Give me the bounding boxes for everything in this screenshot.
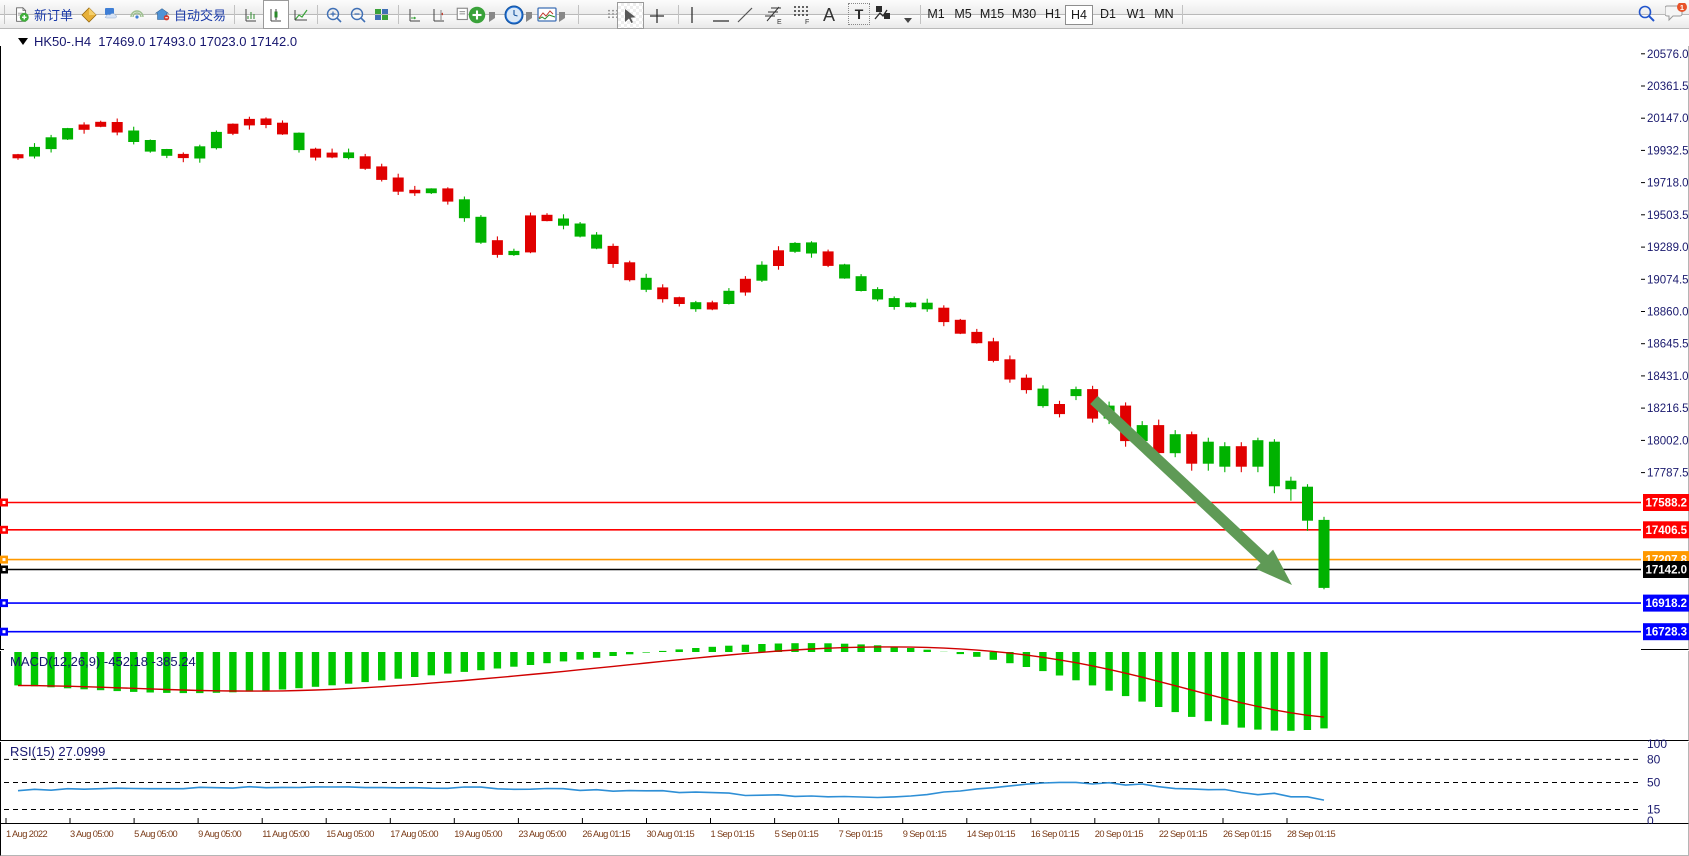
svg-text:9 Sep 01:15: 9 Sep 01:15 — [903, 829, 947, 839]
svg-text:16 Sep 01:15: 16 Sep 01:15 — [1031, 829, 1080, 839]
svg-text:20 Sep 01:15: 20 Sep 01:15 — [1095, 829, 1144, 839]
svg-text:15 Aug 05:00: 15 Aug 05:00 — [326, 829, 374, 839]
svg-text:22 Sep 01:15: 22 Sep 01:15 — [1159, 829, 1208, 839]
svg-text:19 Aug 05:00: 19 Aug 05:00 — [454, 829, 502, 839]
svg-text:1 Sep 01:15: 1 Sep 01:15 — [711, 829, 755, 839]
svg-text:26 Aug 01:15: 26 Aug 01:15 — [582, 829, 630, 839]
svg-text:14 Sep 01:15: 14 Sep 01:15 — [967, 829, 1016, 839]
svg-text:7 Sep 01:15: 7 Sep 01:15 — [839, 829, 883, 839]
svg-text:28 Sep 01:15: 28 Sep 01:15 — [1287, 829, 1336, 839]
svg-text:17 Aug 05:00: 17 Aug 05:00 — [390, 829, 438, 839]
svg-text:11 Aug 05:00: 11 Aug 05:00 — [262, 829, 309, 839]
svg-text:9 Aug 05:00: 9 Aug 05:00 — [198, 829, 241, 839]
svg-text:3 Aug 05:00: 3 Aug 05:00 — [70, 829, 113, 839]
svg-text:5 Sep 01:15: 5 Sep 01:15 — [775, 829, 819, 839]
svg-text:30 Aug 01:15: 30 Aug 01:15 — [647, 829, 695, 839]
svg-text:26 Sep 01:15: 26 Sep 01:15 — [1223, 829, 1272, 839]
svg-text:5 Aug 05:00: 5 Aug 05:00 — [134, 829, 177, 839]
svg-text:23 Aug 05:00: 23 Aug 05:00 — [518, 829, 566, 839]
svg-text:1 Aug 2022: 1 Aug 2022 — [6, 829, 47, 839]
